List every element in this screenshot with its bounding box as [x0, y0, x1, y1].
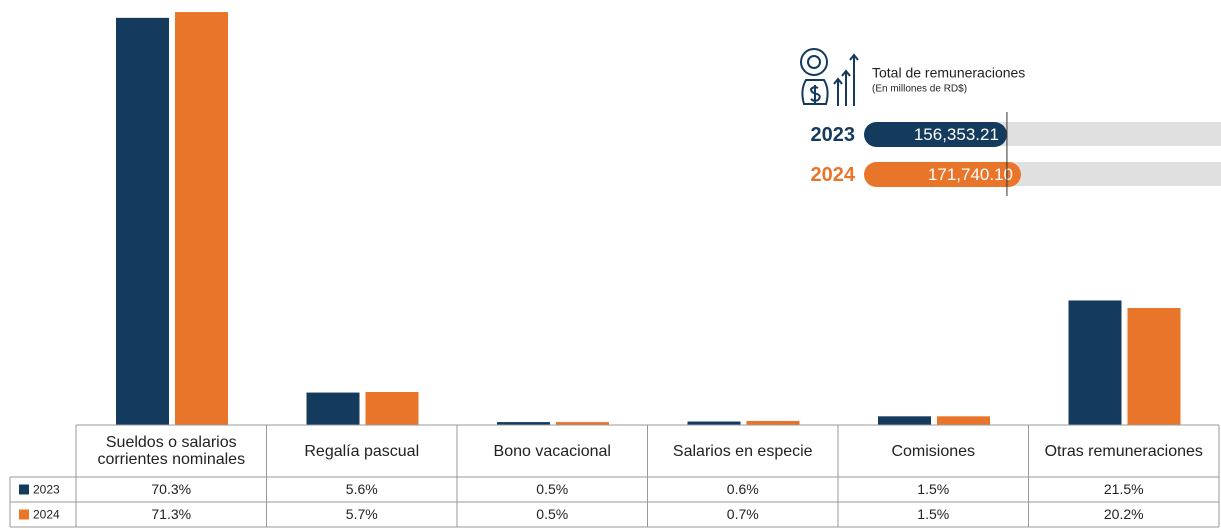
value-label: 1.5%	[917, 506, 949, 522]
value-label: 21.5%	[1104, 481, 1144, 497]
category-label: Sueldos o salarios corrientes nominales	[97, 434, 246, 468]
value-label: 71.3%	[151, 506, 191, 522]
total-bar	[864, 162, 1021, 187]
bar	[306, 392, 360, 425]
bar	[497, 422, 550, 425]
bar	[116, 17, 169, 426]
total-label: 171,740.10	[928, 165, 1013, 184]
value-label: 0.5%	[536, 506, 568, 522]
bar	[937, 416, 990, 425]
year-label: 2023	[811, 124, 856, 146]
bar	[556, 422, 609, 425]
legend-label: 2024	[33, 508, 60, 522]
value-label: 0.5%	[536, 481, 568, 497]
category-header: Otras remuneraciones	[1044, 442, 1203, 460]
bar	[365, 391, 419, 425]
category-header: Comisiones	[891, 442, 976, 460]
inset-title: Total de remuneraciones	[872, 65, 1025, 81]
category-header: Salarios en especie	[672, 442, 813, 460]
bar	[746, 420, 800, 425]
category-header: Bono vacacional	[493, 442, 611, 460]
legend-label: 2023	[33, 483, 60, 497]
category-label: Regalía pascual	[304, 442, 420, 460]
value-label: 70.3%	[151, 481, 191, 497]
total-bar	[864, 122, 1007, 147]
value-label: 0.7%	[727, 506, 759, 522]
value-label: 5.7%	[346, 506, 378, 522]
bar	[1068, 300, 1122, 425]
inset-icon	[800, 48, 859, 106]
bar	[687, 421, 741, 425]
category-label: Otras remuneraciones	[1044, 442, 1203, 460]
bar	[1127, 308, 1181, 425]
year-label: 2024	[811, 164, 856, 186]
legend-swatch	[19, 509, 29, 520]
category-label: Bono vacacional	[493, 442, 611, 460]
total-label: 156,353.21	[914, 125, 999, 144]
inset-subtitle: (En millones de RD$)	[872, 84, 967, 95]
legend-swatch	[19, 484, 29, 495]
value-label: 5.6%	[346, 481, 378, 497]
value-label: 20.2%	[1104, 506, 1144, 522]
value-label: 1.5%	[917, 481, 949, 497]
value-label: 0.6%	[727, 481, 759, 497]
category-header: Regalía pascual	[304, 442, 420, 460]
bar	[878, 416, 931, 425]
category-label: Salarios en especie	[672, 442, 813, 460]
bar	[175, 12, 228, 425]
category-header: Sueldos o salarios corrientes nominales	[97, 434, 246, 468]
category-label: Comisiones	[891, 442, 976, 460]
